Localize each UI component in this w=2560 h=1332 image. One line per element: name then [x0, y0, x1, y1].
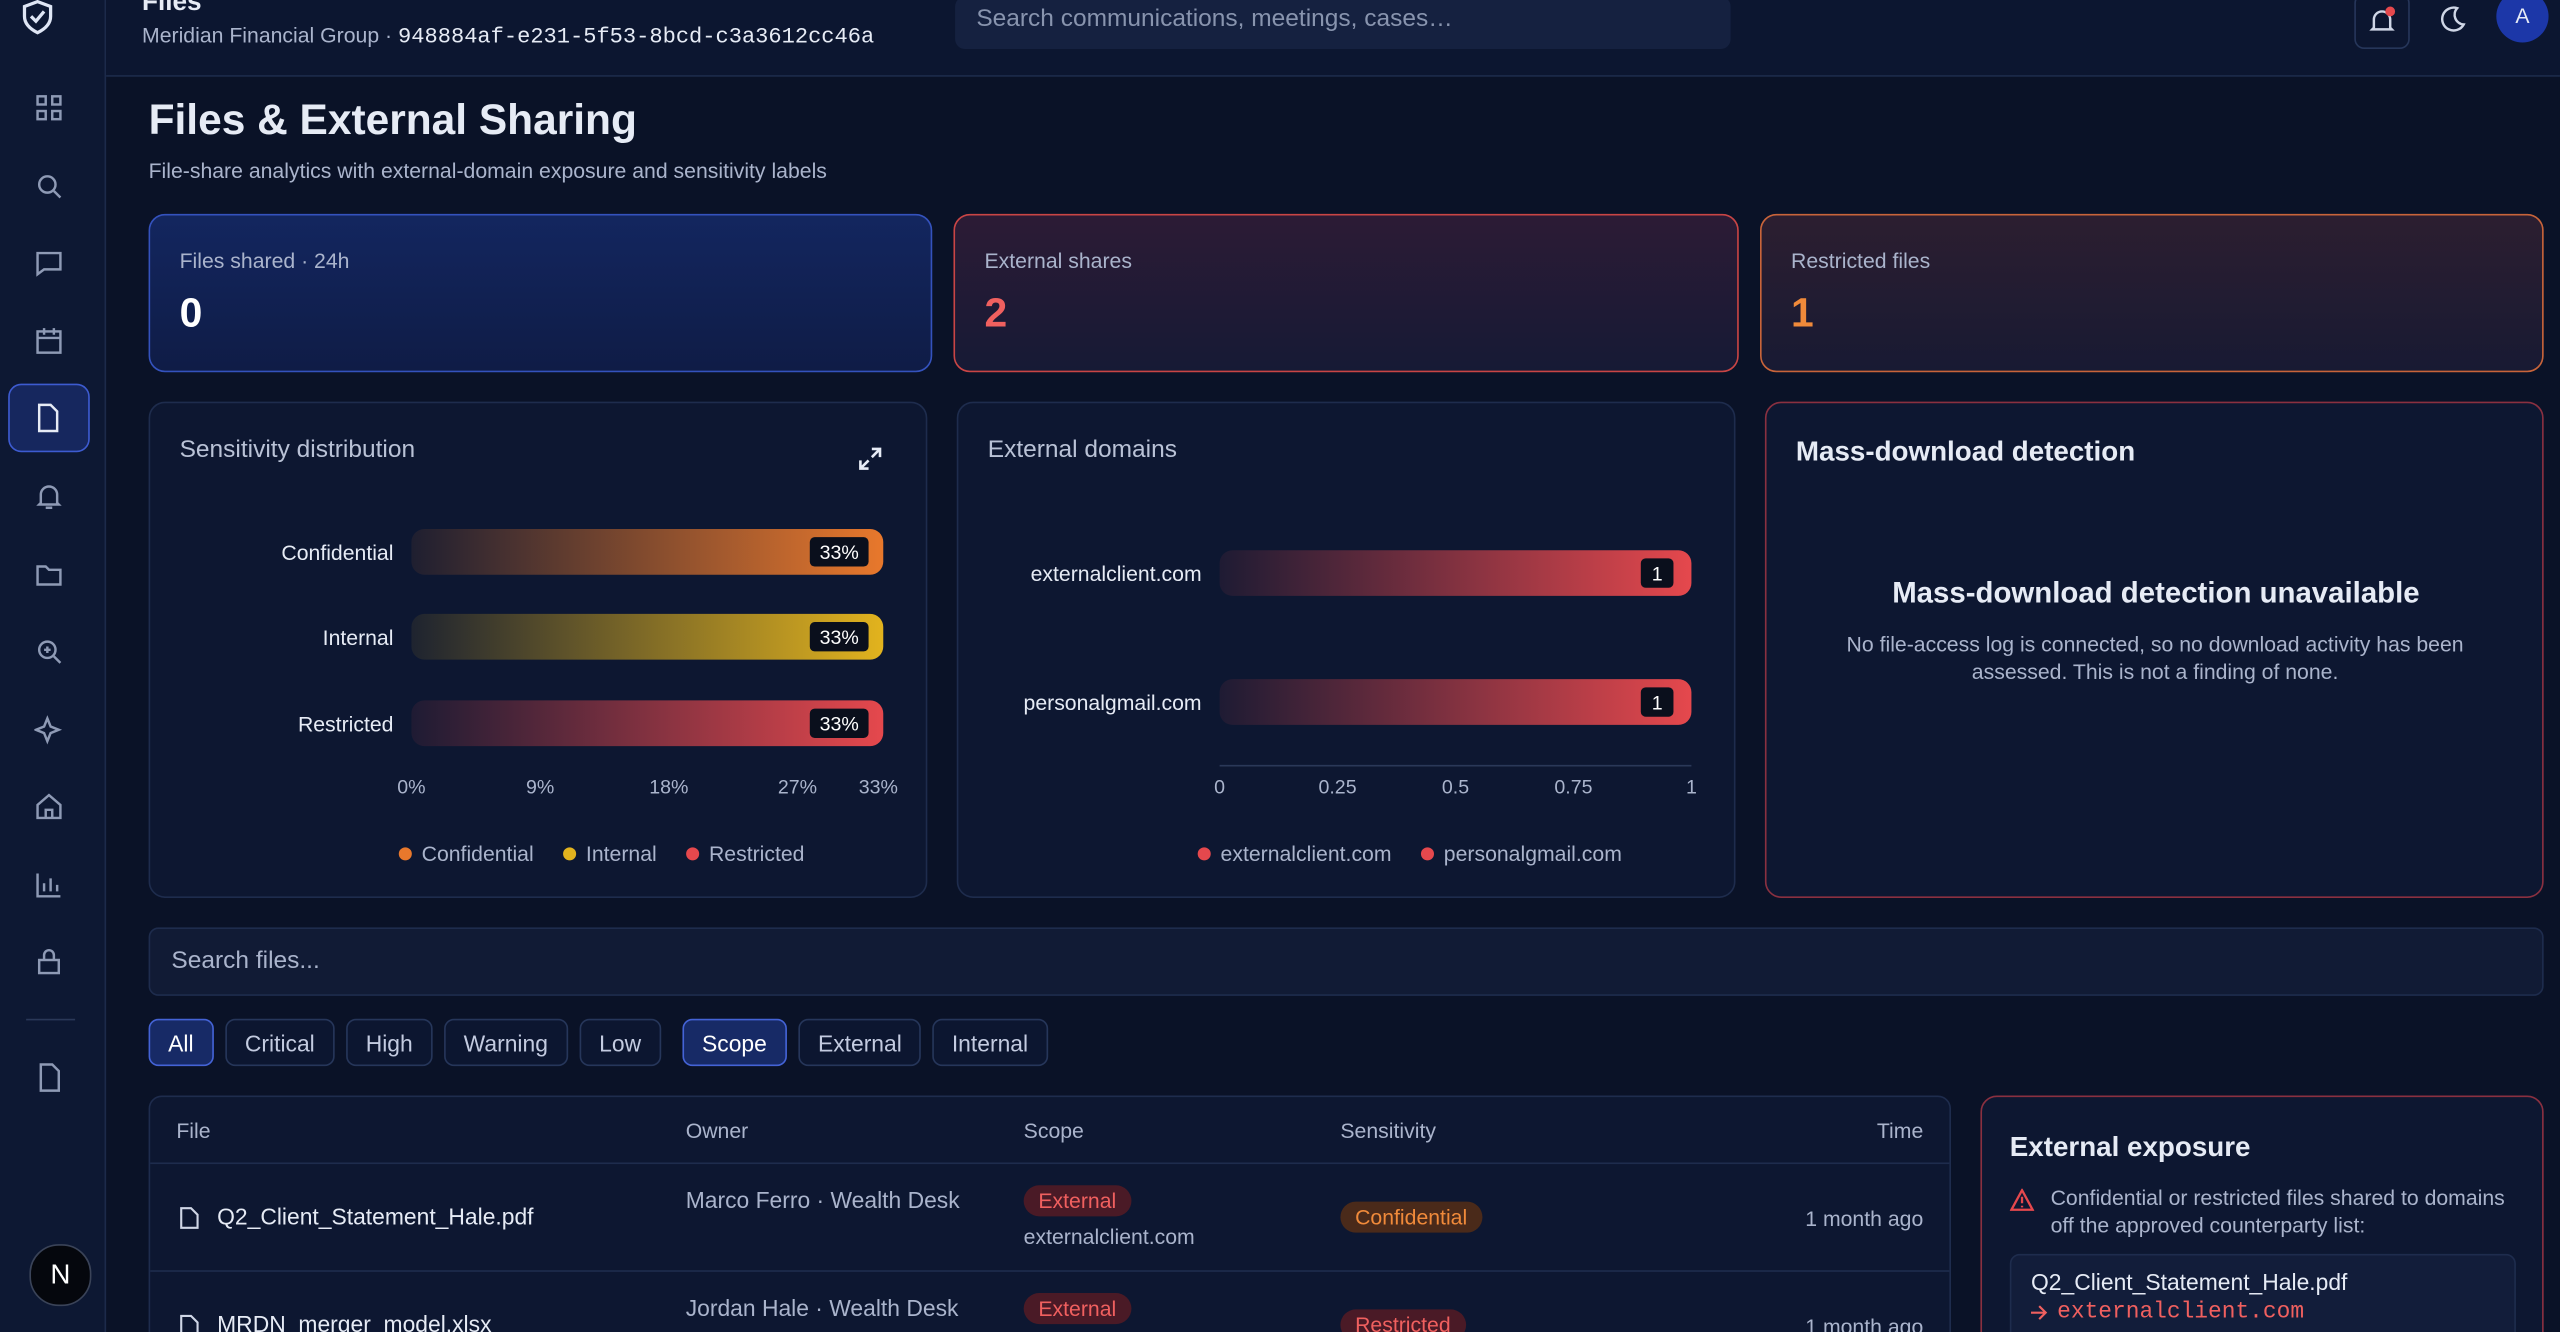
stat-label: Files shared · 24h	[179, 248, 350, 273]
column-header: File	[176, 1118, 211, 1143]
time: 1 month ago	[1805, 1206, 1924, 1232]
table-row[interactable]: MRDN_merger_model.xlsx Jordan Hale · Weal…	[150, 1270, 1950, 1332]
card-title: External exposure	[2009, 1131, 2251, 1163]
page-label: Files	[142, 0, 202, 17]
nav-audit[interactable]	[34, 1063, 63, 1092]
nav-search[interactable]	[34, 171, 63, 200]
owner: Marco Ferro · Wealth Desk	[685, 1186, 960, 1214]
filter-chip[interactable]: Low	[579, 1018, 661, 1067]
stat-card: Restricted files 1	[1759, 213, 2544, 373]
chart-card: External domains	[956, 401, 1736, 898]
nav-files[interactable]	[33, 403, 62, 433]
time: 1 month ago	[1805, 1314, 1924, 1332]
scope-domain: externalclient.com	[1023, 1224, 1195, 1249]
user-badge[interactable]: N	[29, 1244, 92, 1307]
sensitivity-pill: Restricted	[1340, 1309, 1466, 1332]
divider	[26, 1018, 76, 1021]
stat-card: External shares 2	[953, 213, 1739, 373]
column-header: Sensitivity	[1340, 1118, 1436, 1143]
stat-label: Restricted files	[1791, 248, 1931, 273]
exposure-item[interactable]: Q2_Client_Statement_Hale.pdf externalcli…	[2009, 1253, 2516, 1332]
filter-chip[interactable]: Scope	[682, 1018, 787, 1067]
stat-value: 0	[179, 290, 203, 337]
sidebar: N	[0, 0, 107, 1332]
empty-heading: Mass-download detection unavailable	[1892, 576, 2420, 609]
filter-chip[interactable]: All	[148, 1018, 214, 1067]
mass-download-card: Mass-download detection Mass-download de…	[1764, 401, 2544, 898]
nav-investigate[interactable]	[34, 637, 63, 666]
filter-chip[interactable]: High	[346, 1018, 433, 1067]
empty-text: No file-access log is connected, so no d…	[1846, 631, 2464, 685]
column-header: Time	[1876, 1118, 1924, 1143]
logo	[22, 0, 53, 35]
chart-title: External domains	[987, 435, 1177, 464]
stat-card: Files shared · 24h 0	[148, 213, 933, 373]
file-icon	[180, 1207, 199, 1229]
card-title: Mass-download detection	[1795, 435, 2136, 467]
chart-title: Sensitivity distribution	[179, 435, 416, 464]
sensitivity-pill: Confidential	[1340, 1201, 1482, 1233]
arrow-icon	[2031, 1305, 2048, 1320]
theme-toggle[interactable]	[2438, 5, 2467, 34]
nav-calendar[interactable]	[34, 327, 63, 356]
exposure-text: Confidential or restricted files shared …	[2050, 1185, 2505, 1238]
notifications[interactable]	[2354, 0, 2410, 49]
nav-ai[interactable]	[34, 715, 63, 745]
nav-home[interactable]	[34, 792, 63, 821]
stat-value: 2	[984, 290, 1008, 337]
scope-pill: External	[1023, 1185, 1131, 1217]
nav-folders[interactable]	[34, 560, 63, 589]
file-table: File Owner Scope Sensitivity Time Q2_Cli…	[148, 1095, 1952, 1332]
exposure-card: External exposure Confidential or restri…	[1980, 1095, 2544, 1332]
owner: Jordan Hale · Wealth Desk	[685, 1294, 959, 1321]
page-title: Files & External Sharing	[148, 94, 637, 144]
nav-dashboard[interactable]	[34, 93, 63, 122]
column-header: Scope	[1023, 1118, 1084, 1143]
nav-reports[interactable]	[34, 870, 63, 899]
expand-icon[interactable]	[857, 446, 883, 472]
topbar: Files Meridian Financial Group · 948884a…	[106, 0, 2560, 77]
file-icon	[180, 1314, 199, 1332]
file-search[interactable]: Search files...	[148, 927, 2544, 996]
bell-icon	[2369, 6, 2396, 31]
org: Meridian Financial Group ·	[142, 22, 393, 48]
stat-value: 1	[1791, 290, 1814, 337]
warning-icon	[2009, 1188, 2035, 1211]
nav-messages[interactable]	[34, 248, 63, 277]
avatar[interactable]: A	[2496, 0, 2549, 43]
stat-label: External shares	[984, 248, 1132, 273]
filter-chip[interactable]: Internal	[932, 1018, 1048, 1067]
exposure-domain: externalclient.com	[2057, 1299, 2305, 1326]
filter-chip[interactable]: Critical	[225, 1018, 335, 1067]
page-subtitle: File-share analytics with external-domai…	[148, 158, 827, 183]
org-line: Meridian Financial Group · 948884af-e231…	[142, 23, 874, 51]
nav-alerts[interactable]	[34, 482, 63, 511]
nav-files-active[interactable]	[8, 383, 90, 453]
exposure-file: Q2_Client_Statement_Hale.pdf	[2031, 1268, 2348, 1295]
column-header: Owner	[685, 1118, 749, 1143]
table-row[interactable]: Q2_Client_Statement_Hale.pdf Marco Ferro …	[150, 1162, 1950, 1271]
filter-chip[interactable]: Warning	[444, 1018, 568, 1067]
scope-pill: External	[1023, 1293, 1131, 1325]
tenant-id: 948884af-e231-5f53-8bcd-c3a3612cc46a	[398, 26, 875, 51]
file-name: Q2_Client_Statement_Hale.pdf	[217, 1203, 534, 1230]
global-search[interactable]: Search communications, meetings, cases…	[955, 0, 1731, 49]
filter-chip[interactable]: External	[798, 1018, 922, 1067]
file-name: MRDN_merger_model.xlsx	[217, 1311, 492, 1332]
chart-card: Sensitivity distribution	[148, 401, 928, 898]
nav-lock[interactable]	[34, 947, 63, 976]
